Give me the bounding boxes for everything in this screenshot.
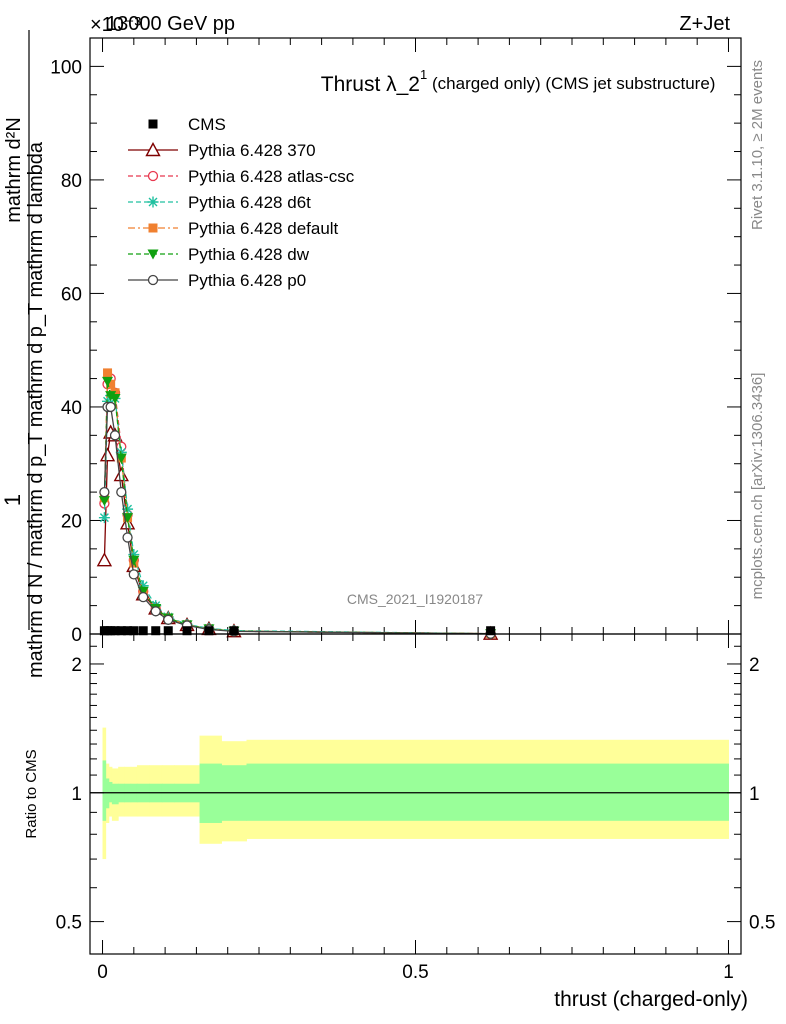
ratio-ytick-label-right: 2 <box>749 655 760 676</box>
series-point <box>150 606 161 617</box>
ratio-ytick-label-right: 1 <box>749 784 760 805</box>
cms-point <box>182 626 192 636</box>
legend-marker <box>147 249 159 260</box>
lower-frame <box>89 633 742 955</box>
series-point <box>109 393 121 404</box>
legend-marker <box>147 196 159 208</box>
series-point <box>128 549 140 561</box>
series-point <box>128 569 139 580</box>
cms-point <box>123 626 133 636</box>
series-point <box>116 486 127 498</box>
series-point <box>96 552 113 567</box>
upper-ylabel: 1 mathrm d N / mathrm d p_T mathrm d p_T… <box>0 30 47 678</box>
x-axis-label: thrust (charged-only) <box>554 988 748 1011</box>
ratio-ytick-label: 0.5 <box>56 913 82 934</box>
ratio-ytick-label: 1 <box>71 784 82 805</box>
legend-label: Pythia 6.428 d6t <box>188 193 311 212</box>
exponent-label: ×10⁻³ <box>90 14 141 36</box>
series-point <box>115 453 127 464</box>
ratio-inner-band <box>102 760 107 821</box>
mcplots-label: mcplots.cern.ch [arXiv:1306.3436] <box>749 373 766 600</box>
legend-entry: Pythia 6.428 d6t <box>128 193 311 212</box>
cms-point <box>138 626 148 636</box>
series-point <box>99 447 116 462</box>
rivet-label: Rivet 3.1.10, ≥ 2M events <box>749 60 766 230</box>
series-point <box>99 486 110 498</box>
series-point <box>113 467 129 482</box>
cms-data <box>99 626 496 636</box>
series-point <box>109 430 121 441</box>
legend-label: Pythia 6.428 p0 <box>188 271 306 290</box>
cms-point <box>110 626 120 636</box>
legend-label: Pythia 6.428 370 <box>188 141 316 160</box>
series-point <box>122 532 133 543</box>
lower-ticks: 0.5 0.5 1 1 2 2 0 0.5 1 <box>56 634 775 983</box>
x-tick-label: 0.5 <box>402 962 428 983</box>
legend-entry: CMS <box>148 115 226 134</box>
plot-title-rest: (charged only) (CMS jet substructure) <box>432 74 715 93</box>
series-point <box>98 512 110 524</box>
ratio-bands <box>90 727 741 860</box>
ylabel-denominator: mathrm d N / mathrm d p_T mathrm d p_T m… <box>25 141 47 678</box>
cms-point <box>229 626 239 636</box>
legend: CMS Pythia 6.428 370 Pythia 6.428 atlas-cs… <box>128 115 355 290</box>
x-tick-label: 0 <box>97 962 108 983</box>
ratio-ytick-label-right: 0.5 <box>749 913 775 934</box>
cms-point <box>486 626 496 636</box>
series-point <box>163 614 174 625</box>
plot-title: Thrust λ_2 <box>321 73 420 96</box>
legend-entry: Pythia 6.428 default <box>128 219 339 238</box>
upper-ytick-label: 40 <box>61 398 82 419</box>
energy-label: 13000 GeV pp <box>106 13 235 35</box>
legend-marker <box>147 170 159 182</box>
series-point <box>103 368 113 378</box>
ratio-ytick-label: 2 <box>71 655 82 676</box>
ratio-ylabel: Ratio to CMS <box>23 749 40 838</box>
legend-marker <box>148 223 158 233</box>
ylabel-top: 1 <box>0 494 25 506</box>
cms-point <box>151 626 161 636</box>
x-tick-label: 1 <box>723 962 734 983</box>
series-point <box>106 379 116 389</box>
upper-ticks: 0 20 40 60 80 100 <box>50 37 741 646</box>
cms-point <box>116 626 126 636</box>
legend-entry: Pythia 6.428 dw <box>128 245 310 264</box>
series-point <box>105 391 117 402</box>
upper-ytick-label: 60 <box>61 284 82 305</box>
legend-entry: Pythia 6.428 atlas-csc <box>128 167 355 186</box>
legend-label: Pythia 6.428 atlas-csc <box>188 167 355 186</box>
process-label: Z+Jet <box>679 13 730 35</box>
cms-point <box>163 626 173 636</box>
series-point <box>122 503 134 515</box>
cms-point <box>129 626 139 636</box>
legend-marker <box>148 119 158 129</box>
legend-marker <box>145 142 161 157</box>
legend-label: Pythia 6.428 default <box>188 219 339 238</box>
legend-label: Pythia 6.428 dw <box>188 245 310 264</box>
series-point <box>137 580 149 592</box>
ylabel-numerator: mathrm d²N <box>3 117 25 223</box>
legend-entry: Pythia 6.428 370 <box>128 141 316 160</box>
ratio-inner-band <box>108 781 113 803</box>
ratio-inner-band <box>111 783 119 805</box>
legend-entry: Pythia 6.428 p0 <box>128 271 306 290</box>
plot-title-main: Thrust λ_2 <box>321 73 420 96</box>
legend-marker <box>147 274 159 286</box>
upper-ytick-label: 20 <box>61 511 82 532</box>
upper-ytick-label: 0 <box>71 625 82 646</box>
series-point <box>98 496 110 507</box>
upper-ytick-label: 80 <box>61 171 82 192</box>
plot-title-superscript: 1 <box>420 67 427 82</box>
analysis-watermark: CMS_2021_I1920187 <box>347 591 483 607</box>
series-point <box>138 591 149 603</box>
upper-ytick-label: 100 <box>50 57 82 78</box>
legend-label: CMS <box>188 115 226 134</box>
series-point <box>105 401 116 413</box>
series-point <box>102 376 114 387</box>
cms-point <box>204 626 214 636</box>
